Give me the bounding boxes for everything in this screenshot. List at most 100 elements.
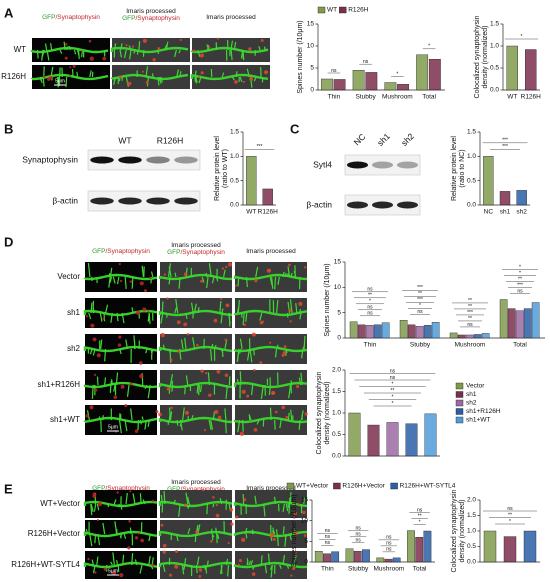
spine <box>87 263 91 278</box>
spine <box>150 564 154 570</box>
y-axis-label: (ratio to WT) <box>222 149 229 188</box>
y-tick-label: 1.0 <box>467 153 476 160</box>
spine <box>206 560 209 566</box>
y-tick-label: 10 <box>334 284 342 291</box>
sig-label: *** <box>502 144 508 150</box>
sig-label: ** <box>468 298 472 304</box>
synapse-dot <box>289 320 292 323</box>
spine <box>271 276 274 289</box>
synapse-dot <box>129 382 133 386</box>
synapse-dot <box>89 56 94 61</box>
y-axis-label: Relative protein level <box>214 136 221 201</box>
x-tick-label: Mushroom <box>455 342 486 349</box>
image-header: Imaris processed <box>171 242 221 249</box>
bar <box>365 72 378 91</box>
spine <box>92 564 96 574</box>
scale-label: 5μm <box>108 424 118 430</box>
synapse-dot <box>93 373 97 377</box>
image-header: Imaris processed <box>171 479 221 486</box>
spine <box>260 384 264 400</box>
synapse-dot <box>215 503 218 507</box>
spine <box>198 76 202 84</box>
bar <box>365 325 374 339</box>
bar <box>367 424 380 457</box>
synapse-dot <box>208 393 212 397</box>
bar <box>473 334 482 339</box>
synapse-dot <box>203 429 207 432</box>
spine <box>298 308 302 314</box>
spine <box>244 527 248 535</box>
spine <box>88 312 92 320</box>
synapse-dot <box>293 511 297 516</box>
lane-label: NC <box>352 132 368 148</box>
bar <box>357 324 366 339</box>
sig-label: ns <box>386 535 392 541</box>
synapse-dot <box>303 534 307 537</box>
spine <box>110 561 113 566</box>
spine <box>242 419 244 432</box>
synapse-dot <box>160 332 165 338</box>
spine <box>115 372 119 386</box>
synapse-dot <box>243 323 246 327</box>
synapse-dot <box>271 391 275 395</box>
dendrite <box>233 273 308 281</box>
spine <box>102 522 106 535</box>
row-label: R126H+Vector <box>28 529 81 538</box>
micrograph <box>85 370 157 400</box>
bar <box>525 49 537 91</box>
synapse-dot <box>215 513 220 518</box>
spine <box>293 555 297 566</box>
synapse-dot <box>234 80 238 84</box>
spine <box>93 503 97 512</box>
synapse-dot <box>96 353 101 358</box>
spine <box>233 41 237 51</box>
synapse-dot <box>127 546 131 550</box>
y-tick-label: 5 <box>304 538 308 545</box>
bar <box>515 310 524 339</box>
synapse-dot <box>92 337 97 342</box>
bar <box>428 59 441 91</box>
dendrite <box>233 500 308 508</box>
spine <box>125 492 128 505</box>
synapse-dot <box>118 262 121 266</box>
synapse-dot <box>212 496 215 499</box>
legend-swatch <box>333 482 341 490</box>
dendrite <box>83 530 158 538</box>
blot-band <box>146 156 170 164</box>
spine <box>212 411 216 421</box>
blot-band <box>372 161 393 169</box>
spine <box>116 560 119 566</box>
spine <box>110 380 113 386</box>
sig-label: ns <box>325 534 331 540</box>
bar <box>516 190 527 206</box>
spine <box>185 375 189 386</box>
spine <box>220 348 224 353</box>
spine <box>205 272 208 278</box>
spine <box>168 276 171 285</box>
spine <box>90 503 94 513</box>
synapse-dot <box>192 49 196 53</box>
synapse-dot <box>263 70 269 75</box>
image-header: GFP/Synaptophysin <box>122 15 180 22</box>
bar <box>331 551 340 563</box>
blot-row-label: β-actin <box>306 199 332 209</box>
synapse-dot <box>302 510 306 515</box>
spine <box>165 41 169 51</box>
synapse-dot <box>227 541 230 545</box>
spine <box>250 560 254 566</box>
panel-letter: B <box>4 121 13 136</box>
spine <box>151 557 154 566</box>
synapse-dot <box>249 77 254 81</box>
bar <box>483 156 494 206</box>
spine <box>148 533 152 542</box>
bar <box>507 308 516 339</box>
spine <box>290 272 293 278</box>
spine <box>221 308 224 314</box>
spine <box>276 533 279 547</box>
spine <box>68 45 71 51</box>
synapse-dot <box>283 345 287 349</box>
spine <box>303 497 306 505</box>
sig-label: ns <box>331 68 337 74</box>
synapse-dot <box>205 372 208 375</box>
spine <box>90 302 93 314</box>
